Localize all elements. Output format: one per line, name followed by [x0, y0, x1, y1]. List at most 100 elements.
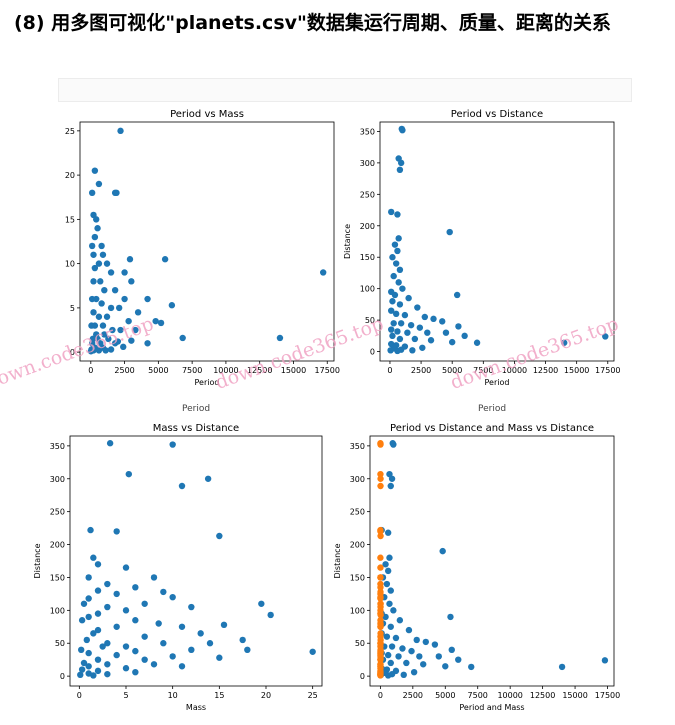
scatter-point [122, 665, 130, 672]
x-tick-label: 15000 [562, 691, 587, 700]
x-tick-label: 15 [214, 691, 224, 700]
scatter-point [109, 326, 116, 334]
y-tick-label: 50 [365, 316, 375, 325]
scatter-point [150, 574, 158, 581]
scatter-point [178, 623, 186, 630]
y-tick-label: 0 [360, 672, 365, 681]
scatter-point [106, 440, 114, 447]
scatter-point [87, 526, 94, 534]
scatter-point [435, 653, 442, 660]
x-tick-label: 10000 [497, 691, 522, 700]
y-tick-label: 300 [350, 475, 365, 484]
scatter-point [85, 574, 92, 581]
scatter-point [392, 260, 400, 267]
y-tick-label: 10 [65, 260, 75, 269]
scatter-point [384, 672, 392, 679]
scatter-point [377, 584, 384, 591]
y-tick-label: 250 [50, 508, 65, 517]
scatter-point [377, 574, 384, 581]
scatter-point [121, 295, 128, 303]
scatter-point [113, 651, 120, 659]
scatter-point [90, 251, 97, 258]
y-tick-label: 100 [360, 285, 375, 294]
y-tick-label: 5 [70, 304, 75, 313]
scatter-point [384, 567, 392, 575]
scatter-point [99, 322, 107, 329]
scatter-point [309, 648, 316, 655]
scatter-point [91, 322, 99, 329]
scatter-point [78, 666, 86, 673]
scatter-point [169, 441, 176, 448]
scatter-point [98, 300, 105, 307]
scatter-point [396, 617, 404, 624]
scatter-point [155, 620, 162, 627]
scatter-point [160, 640, 167, 647]
scatter-point [90, 672, 97, 679]
scatter-point [150, 661, 158, 668]
scatter-point [390, 441, 397, 448]
x-axis-label: Mass [186, 703, 206, 712]
x-tick-label: 2500 [403, 691, 423, 700]
scatter-point [77, 671, 84, 679]
x-tick-label: 15000 [281, 366, 306, 375]
plot-frame [379, 121, 615, 362]
scatter-point [94, 561, 102, 568]
x-tick-label: 2500 [114, 366, 134, 375]
scatter-point [197, 630, 204, 637]
scatter-point [95, 313, 103, 320]
scatter-point [258, 600, 265, 607]
scatter-point [101, 286, 108, 294]
scatter-point [448, 338, 456, 346]
scatter-point [113, 623, 120, 630]
scatter-point [387, 659, 394, 667]
x-axis-label: Period [485, 378, 510, 387]
y-tick-label: 250 [360, 190, 375, 199]
scatter-point [388, 208, 395, 216]
scatter-point [94, 225, 101, 232]
scatter-point [602, 333, 609, 340]
y-tick-label: 25 [65, 127, 75, 136]
scatter-point [88, 189, 96, 197]
scatter-point [390, 272, 397, 280]
scatter-point [377, 441, 384, 448]
scatter-point [421, 313, 429, 321]
scatter-point [397, 320, 405, 327]
scatter-point [319, 269, 327, 276]
scatter-point [377, 528, 384, 535]
scatter-point [80, 600, 88, 607]
scatter-point [117, 127, 124, 135]
scatter-point [115, 304, 123, 312]
scatter-point [188, 646, 195, 654]
chart-title: Period vs Distance and Mass vs Distance [390, 423, 594, 434]
scatter-point [168, 302, 176, 309]
scatter-point [94, 587, 102, 594]
x-tick-label: 5 [123, 691, 128, 700]
scatter-point [383, 580, 391, 588]
scatter-point [161, 256, 169, 263]
scatter-point [99, 643, 106, 650]
x-tick-label: 2500 [411, 366, 431, 375]
x-tick-label: 10000 [213, 366, 238, 375]
scatter-point [90, 278, 97, 285]
scatter-point [382, 613, 389, 621]
scatter-point [601, 657, 609, 664]
scatter-point [388, 475, 396, 482]
scatter-point [132, 668, 139, 676]
scatter-point [408, 647, 415, 655]
scatter-point [97, 278, 104, 285]
scatter-point [95, 347, 103, 354]
y-tick-label: 0 [70, 348, 75, 357]
scatter-point [419, 344, 426, 351]
scatter-point [160, 588, 167, 596]
scatter-point [104, 661, 111, 668]
scatter-point [101, 331, 108, 338]
scatter-point [121, 269, 128, 276]
scatter-point [157, 319, 165, 327]
scatter-point [141, 600, 148, 607]
scatter-point [113, 590, 120, 598]
scatter-point [461, 332, 468, 340]
y-axis-label: Mass [50, 231, 52, 251]
y-tick-label: 100 [350, 606, 365, 615]
scatter-point [216, 532, 223, 540]
scatter-point [132, 584, 139, 591]
